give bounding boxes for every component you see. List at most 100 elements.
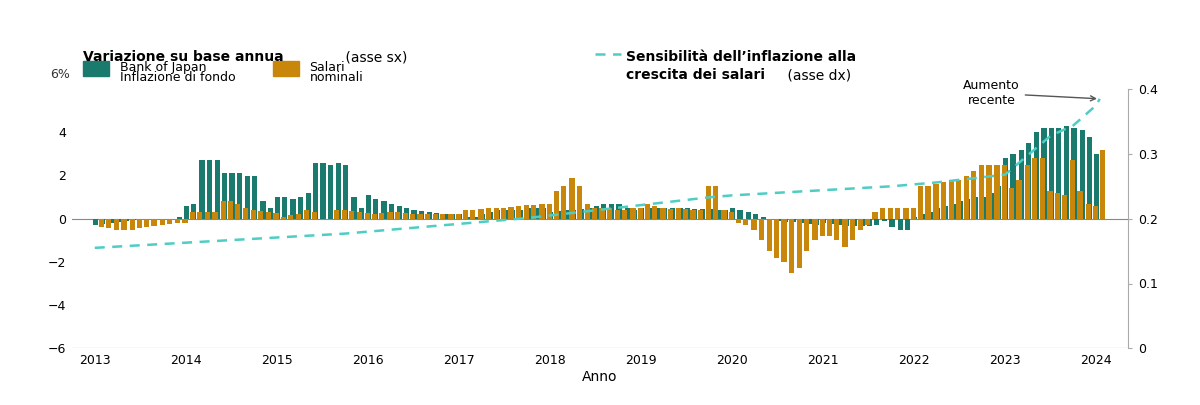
Bar (199, 160, 205, 219)
Bar (419, 211, 424, 219)
Bar (403, 213, 408, 219)
Bar (304, 210, 308, 219)
Bar (852, 219, 857, 226)
Bar (275, 197, 280, 219)
Bar (964, 175, 968, 219)
Bar (1072, 128, 1076, 219)
Bar (1080, 130, 1085, 219)
Bar (730, 208, 736, 219)
Bar (281, 217, 286, 219)
Bar (151, 219, 157, 226)
Bar (144, 219, 150, 227)
Bar (1019, 149, 1024, 219)
Bar (268, 208, 272, 219)
Bar (782, 219, 788, 222)
Bar (1055, 193, 1060, 219)
Bar (486, 208, 491, 219)
Bar (349, 211, 354, 219)
Bar (898, 219, 902, 230)
Bar (100, 219, 106, 224)
Bar (912, 217, 918, 219)
Text: crescita dei salari: crescita dei salari (626, 68, 766, 82)
Bar (502, 208, 506, 219)
Bar (425, 214, 430, 219)
Bar (905, 219, 910, 230)
Bar (911, 208, 916, 219)
Bar (410, 214, 415, 219)
Bar (798, 219, 804, 223)
Bar (610, 204, 614, 219)
Bar (463, 210, 468, 219)
Bar (389, 204, 394, 219)
Bar (622, 210, 628, 219)
Bar (677, 208, 683, 219)
Bar (577, 186, 582, 219)
Bar (995, 165, 1000, 219)
Bar (973, 197, 978, 219)
Bar (433, 214, 438, 219)
Bar (941, 182, 946, 219)
Bar (534, 208, 539, 219)
Bar (296, 214, 301, 219)
Bar (943, 206, 948, 219)
Bar (83, 61, 109, 76)
Bar (404, 208, 409, 219)
Bar (235, 204, 240, 219)
Bar (124, 219, 130, 221)
Bar (866, 219, 872, 226)
Bar (488, 212, 493, 219)
Bar (637, 208, 643, 219)
Bar (516, 206, 521, 219)
Bar (1034, 132, 1039, 219)
Bar (592, 208, 598, 219)
Bar (654, 208, 660, 219)
Bar (114, 219, 120, 230)
Bar (290, 199, 295, 219)
Bar (928, 212, 932, 219)
Bar (617, 204, 622, 219)
Bar (312, 212, 317, 219)
Bar (996, 186, 1001, 219)
Bar (958, 201, 962, 219)
Text: Inflazione di fondo: Inflazione di fondo (120, 71, 235, 84)
Text: Sensibilità dell’inflazione alla: Sensibilità dell’inflazione alla (626, 50, 857, 64)
Bar (872, 212, 877, 219)
Bar (260, 201, 265, 219)
Bar (1032, 158, 1037, 219)
Bar (130, 219, 134, 230)
Bar (644, 204, 650, 219)
Bar (812, 219, 817, 240)
Bar (1048, 191, 1052, 219)
Bar (427, 212, 432, 219)
Bar (859, 219, 865, 226)
Bar (191, 204, 197, 219)
Bar (434, 213, 439, 219)
Bar (457, 214, 462, 219)
Bar (834, 219, 840, 240)
Bar (1042, 128, 1046, 219)
Bar (889, 219, 895, 227)
Bar (737, 210, 743, 219)
Bar (599, 208, 605, 219)
Bar (827, 219, 833, 236)
Bar (532, 205, 536, 219)
Bar (212, 212, 217, 219)
Bar (562, 186, 566, 219)
Text: Salari: Salari (310, 61, 346, 74)
Bar (343, 165, 348, 219)
Bar (554, 191, 559, 219)
Bar (496, 210, 500, 219)
Bar (667, 209, 673, 219)
Text: Aumento
recente: Aumento recente (964, 79, 1096, 107)
Bar (98, 219, 104, 227)
Bar (539, 204, 545, 219)
Bar (473, 217, 478, 219)
Bar (971, 171, 976, 219)
Bar (106, 219, 112, 228)
Bar (1087, 136, 1092, 219)
Bar (288, 215, 293, 219)
Bar (836, 219, 842, 225)
Bar (388, 212, 392, 219)
Bar (828, 219, 834, 224)
Bar (342, 210, 347, 219)
